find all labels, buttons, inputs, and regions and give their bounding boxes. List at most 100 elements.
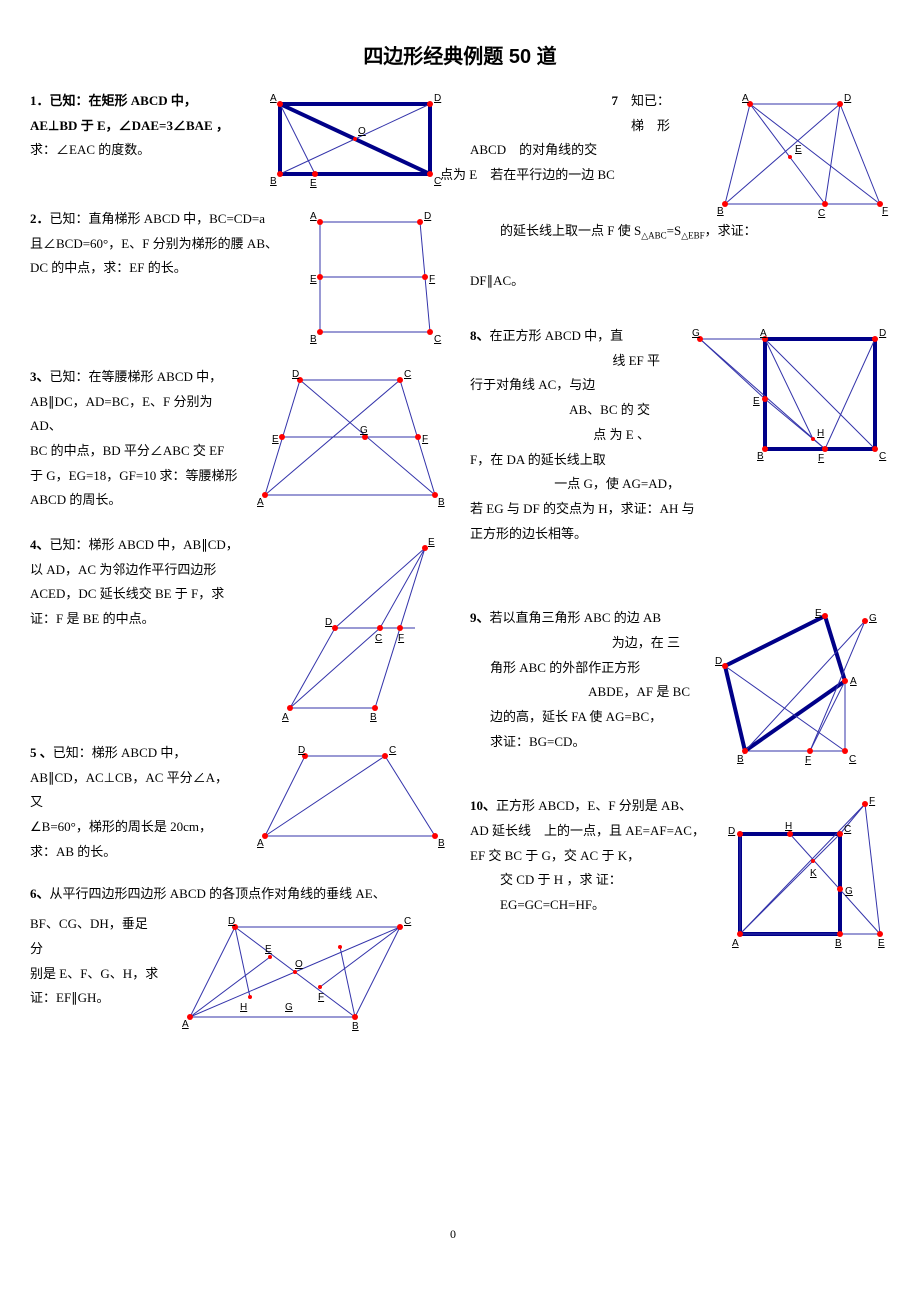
problem-line: 点 为 E 、 (593, 427, 650, 442)
svg-text:D: D (728, 826, 735, 837)
problem-2-text: 2．已知：直角梯形 ABCD 中，BC=CD=a 且∠BCD=60°，E、F 分… (30, 207, 290, 281)
svg-text:E: E (272, 434, 279, 445)
svg-text:O: O (295, 959, 303, 970)
problem-7-text: 7 知已： 梯 形 ABCD 的对角线的交 点为 E 若在平行边的一边 BC (470, 89, 700, 219)
problem-line: ACED，DC 延长线交 BE 于 F，求 (30, 586, 224, 601)
svg-text:C: C (404, 369, 411, 380)
svg-text:A: A (732, 938, 739, 949)
svg-text:A: A (310, 211, 317, 222)
problem-line: 上的一点，且 AE=AF=AC， (544, 823, 705, 838)
problem-line: 证：F 是 BE 的中点。 (30, 611, 155, 626)
problem-line: ，求证： (705, 223, 757, 238)
svg-text:D: D (844, 93, 851, 104)
svg-text:E: E (310, 274, 317, 285)
svg-text:A: A (742, 93, 749, 104)
problem-line: BC 的中点，BD 平分∠ABC 交 EF (30, 443, 224, 458)
page-title: 四边形经典例题 50 道 (30, 40, 890, 69)
svg-text:F: F (422, 434, 428, 445)
svg-text:G: G (360, 425, 368, 436)
svg-text:E: E (428, 537, 435, 548)
diagram-trapezoid: A D E F B C (300, 207, 450, 347)
figure-9: A B C D E F G (710, 606, 890, 776)
svg-text:D: D (434, 93, 441, 104)
svg-text:H: H (785, 821, 792, 832)
problem-line: 角形 ABC 的外部作正方形 (490, 660, 640, 675)
problem-line: ABCD (470, 142, 506, 157)
problem-10: 10、正方形 ABCD，E、F 分别是 AB、 AD 延长线 上的一点，且 AE… (470, 794, 890, 969)
svg-text:G: G (285, 1002, 293, 1013)
page-number: 0 (450, 1227, 456, 1242)
problem-number: 3、 (30, 369, 50, 384)
problem-9-text: 9、若以直角三角形 ABC 的边 AB 为边，在 三 角形 ABC 的外部作正方… (470, 606, 700, 754)
figure-1: A D B C E O (260, 89, 450, 189)
svg-text:D: D (228, 916, 235, 927)
left-column: 1．已知：在矩形 ABCD 中， AE⊥BD 于 E，∠DAE=3∠BAE ， … (30, 89, 450, 1050)
svg-text:E: E (310, 178, 317, 189)
svg-text:A: A (270, 93, 277, 104)
svg-text:B: B (310, 334, 317, 345)
right-column: 7 知已： 梯 形 ABCD 的对角线的交 点为 E 若在平行边的一边 BC A… (470, 89, 890, 1050)
figure-7: A D B C F E (710, 89, 890, 219)
figure-3: D C E F A B G (250, 365, 450, 515)
problem-2: 2．已知：直角梯形 ABCD 中，BC=CD=a 且∠BCD=60°，E、F 分… (30, 207, 450, 347)
svg-text:E: E (815, 608, 822, 619)
problem-line: 已知：直角梯形 ABCD 中，BC=CD=a (50, 211, 265, 226)
problem-line: EG=GC=CH=HF。 (500, 897, 605, 912)
svg-text:F: F (398, 633, 404, 644)
svg-text:B: B (270, 176, 277, 187)
problem-line: 在正方形 ABCD 中，直 (490, 328, 624, 343)
svg-text:C: C (844, 824, 851, 835)
problem-5: 5 、已知：梯形 ABCD 中， AB∥CD，AC⊥CB，AC 平分∠A，又 ∠… (30, 741, 450, 864)
figure-5: D C A B (250, 741, 450, 851)
problem-line: 证：EF∥GH。 (30, 990, 109, 1005)
problem-7-text-cont: 的延长线上取一点 F 使 S△ABC=S△EBF，求证： DF∥AC。 (500, 219, 890, 294)
svg-text:A: A (257, 497, 264, 508)
svg-text:C: C (434, 334, 441, 345)
svg-text:F: F (805, 755, 811, 766)
problem-3: 3、已知：在等腰梯形 ABCD 中， AB∥DC，AD=BC，E、F 分别为 A… (30, 365, 450, 515)
svg-text:D: D (325, 617, 332, 628)
svg-text:H: H (240, 1002, 247, 1013)
problem-line: BF、CG、DH，垂足分 (30, 916, 148, 956)
problem-line: AB、BC 的 交 (569, 402, 650, 417)
problem-line: 从平行四边形四边形 ABCD 的各顶点作对角线的垂线 AE、 (50, 886, 386, 901)
figure-6: D C A B E F H G O (170, 912, 420, 1032)
problem-line: 梯 形 (631, 118, 670, 133)
svg-text:B: B (717, 206, 724, 217)
problem-line: AE⊥BD 于 E，∠DAE=3∠BAE ， (30, 118, 229, 133)
problem-line: AB∥CD，AC⊥CB，AC 平分∠A，又 (30, 770, 228, 810)
problem-6-text: 6、从平行四边形四边形 ABCD 的各顶点作对角线的垂线 AE、 (30, 882, 450, 907)
svg-text:B: B (835, 938, 842, 949)
problem-line: F，在 DA 的延长线上取 (470, 452, 606, 467)
problem-line: 若 EG 与 DF 的交点为 H，求证：AH 与 (470, 501, 695, 516)
subscript: △ABC (641, 231, 666, 241)
problem-line: ABCD 的周长。 (30, 492, 121, 507)
problem-line: 已知：梯形 ABCD 中， (53, 745, 187, 760)
problem-line: DC 的中点，求：EF 的长。 (30, 260, 187, 275)
diagram-square-10: D C A B E F H G K (720, 794, 890, 969)
problem-number: 5 、 (30, 745, 53, 760)
problem-line: AB∥DC，AD=BC，E、F 分别为 AD、 (30, 394, 213, 434)
figure-10: D C A B E F H G K (720, 794, 890, 969)
problem-line: 知已： (631, 93, 670, 108)
svg-text:G: G (869, 613, 877, 624)
figure-2: A D E F B C (300, 207, 450, 347)
problem-9: 9、若以直角三角形 ABC 的边 AB 为边，在 三 角形 ABC 的外部作正方… (470, 606, 890, 776)
svg-text:C: C (879, 451, 886, 462)
problem-5-text: 5 、已知：梯形 ABCD 中， AB∥CD，AC⊥CB，AC 平分∠A，又 ∠… (30, 741, 240, 864)
problem-line: EF 交 BC 于 G，交 AC 于 K， (470, 848, 640, 863)
problem-line: 点为 E 若在平行边的一边 BC (440, 167, 615, 182)
svg-text:E: E (753, 396, 760, 407)
svg-text:D: D (424, 211, 431, 222)
diagram-trapezoid-7: A D B C F E (710, 89, 890, 219)
problem-7: 7 知已： 梯 形 ABCD 的对角线的交 点为 E 若在平行边的一边 BC A… (470, 89, 890, 294)
problem-line: 正方形 ABCD，E、F 分别是 AB、 (496, 798, 692, 813)
svg-text:A: A (182, 1019, 189, 1030)
problem-line: 边的高，延长 FA 使 AG=BC， (490, 709, 662, 724)
svg-text:A: A (850, 676, 857, 687)
svg-text:B: B (370, 712, 377, 723)
diagram-square-8: A D B C G E F H (690, 324, 890, 464)
problem-line: 已知：在等腰梯形 ABCD 中， (50, 369, 223, 384)
problem-6: 6、从平行四边形四边形 ABCD 的各顶点作对角线的垂线 AE、 BF、CG、D… (30, 882, 450, 1032)
problem-line: ∠B=60°，梯形的周长是 20cm， (30, 819, 212, 834)
